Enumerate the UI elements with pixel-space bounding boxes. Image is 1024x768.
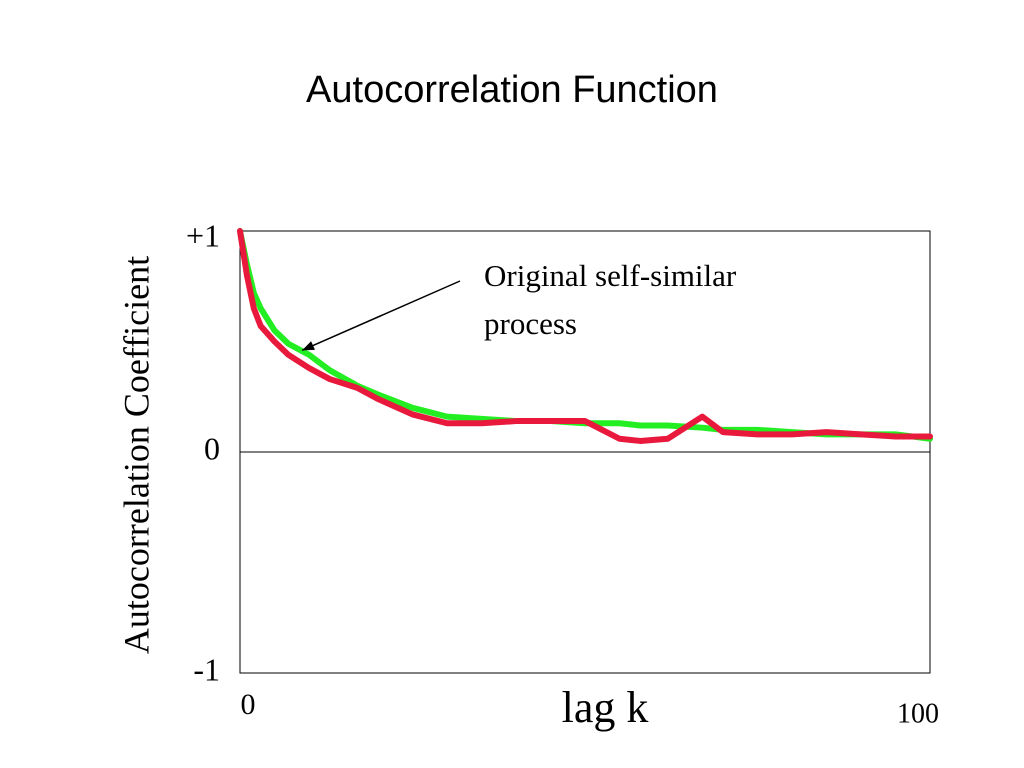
x-axis-label: lag k [562, 683, 649, 732]
y-tick-label: 0 [204, 430, 220, 466]
series-line [237, 228, 933, 444]
y-tick-label: +1 [186, 217, 220, 253]
annotation: Original self-similar process [484, 258, 737, 341]
x-tick-label: 100 [897, 698, 939, 729]
y-axis-label: Autocorrelation Coefficient [116, 256, 156, 654]
x-tick-label: 0 [241, 688, 256, 721]
y-tick-label: -1 [193, 651, 220, 687]
chart-title: Autocorrelation Function [306, 69, 718, 111]
annotation-arrow [301, 280, 461, 352]
annotation-box: Original self-similar process [484, 258, 737, 341]
